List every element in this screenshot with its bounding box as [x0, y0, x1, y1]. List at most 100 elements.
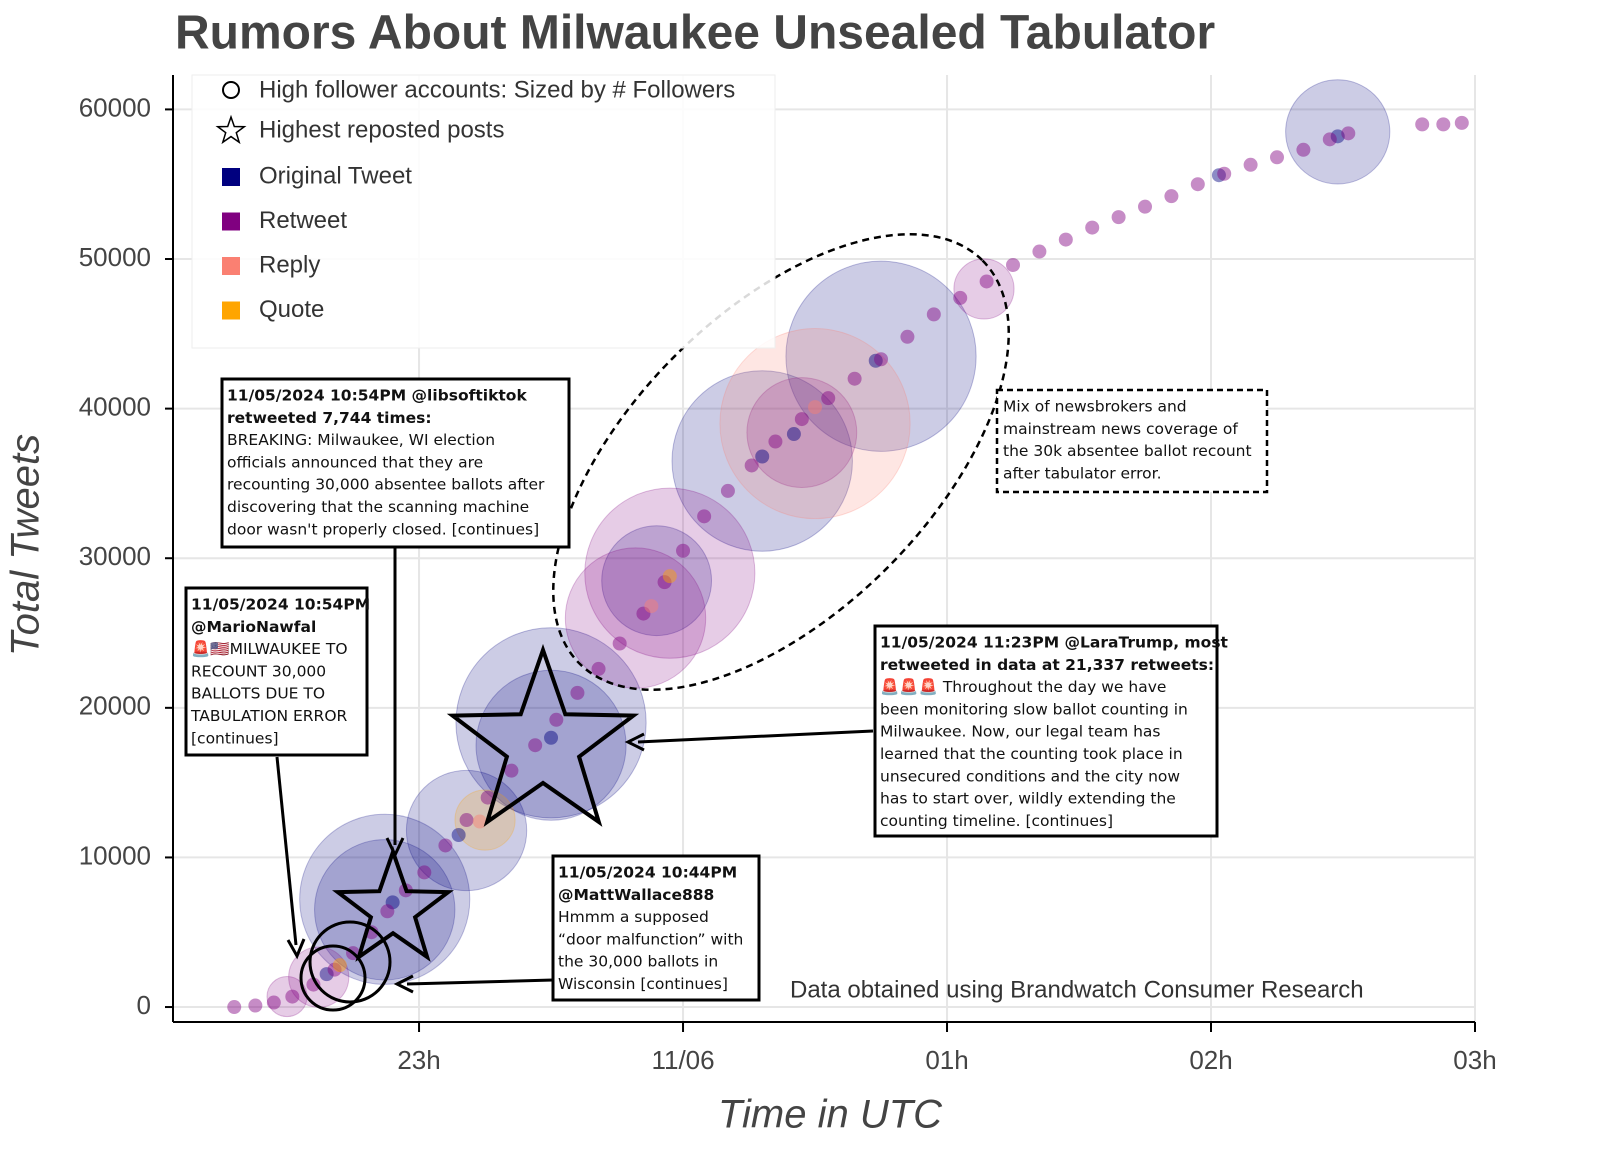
legend-label: Reply — [259, 251, 320, 278]
y-tick-label: 40000 — [79, 391, 151, 421]
point — [755, 449, 770, 464]
annotation-body: learned that the counting took place in — [880, 745, 1183, 763]
point — [380, 904, 395, 919]
annotation-body: Wisconsin [continues] — [558, 975, 728, 993]
point — [926, 307, 941, 322]
annotation-body: Milwaukee. Now, our legal team has — [880, 723, 1161, 741]
arrow — [406, 978, 554, 986]
legend-marker — [222, 81, 240, 99]
point — [900, 329, 915, 344]
y-axis-label: Total Tweets — [4, 434, 48, 656]
point — [808, 400, 823, 415]
annotation-box — [873, 624, 1219, 838]
point — [1454, 115, 1469, 130]
annotation-box — [220, 377, 571, 549]
bubble — [953, 258, 1015, 320]
arrow — [637, 729, 874, 744]
point — [385, 895, 400, 910]
point — [417, 865, 432, 880]
annotation-body: unsecured conditions and the city now — [880, 767, 1180, 785]
point — [248, 998, 263, 1013]
annotation-header: 11/05/2024 10:54PM — [191, 596, 370, 614]
bubble — [454, 789, 516, 851]
point — [332, 958, 347, 973]
point — [1164, 189, 1179, 204]
bubble — [405, 769, 528, 892]
point — [847, 371, 862, 386]
circle-marker — [299, 944, 367, 1012]
point — [227, 1000, 242, 1015]
point — [821, 391, 836, 406]
point — [612, 636, 627, 651]
point — [1436, 117, 1451, 132]
point — [697, 509, 712, 524]
annotation-body: TABULATION ERROR — [190, 707, 348, 725]
x-tick-label: 02h — [1189, 1045, 1232, 1075]
point — [266, 995, 281, 1010]
bubble — [601, 525, 713, 637]
annotation-header: retweeted in data at 21,337 retweets: — [880, 656, 1214, 674]
x-tick-label: 01h — [925, 1045, 968, 1075]
legend-label: Quote — [259, 296, 324, 323]
point — [319, 967, 334, 982]
note-text: mainstream news coverage of — [1003, 420, 1238, 438]
arrow-head — [393, 974, 414, 994]
y-tick-label: 50000 — [79, 242, 151, 272]
source-note: Data obtained using Brandwatch Consumer … — [790, 976, 1364, 1003]
legend-swatch — [222, 257, 240, 275]
overlay: 11/05/2024 10:54PM @libsoftiktok retweete… — [184, 233, 1269, 1012]
chart-title: Rumors About Milwaukee Unsealed Tabulato… — [175, 7, 1215, 60]
y-tick-label: 20000 — [79, 691, 151, 721]
point — [636, 606, 651, 621]
annotation-body: recounting 30,000 absentee ballots after — [227, 476, 545, 494]
point — [451, 827, 466, 842]
annotation-box — [551, 854, 761, 1002]
point — [868, 353, 883, 368]
circle-marker — [308, 920, 392, 1004]
note-text: Mix of newsbrokers and — [1003, 398, 1187, 416]
legend-swatch — [222, 168, 240, 186]
point — [1270, 150, 1285, 165]
bubble — [1285, 79, 1391, 185]
annotation-body: 🚨🚨🚨 Throughout the day we have — [880, 677, 1166, 696]
annotation-body: officials announced that they are — [227, 453, 483, 471]
annotation-body: been monitoring slow ballot counting in — [880, 700, 1188, 718]
point — [794, 412, 809, 427]
note-text: after tabulator error. — [1003, 464, 1162, 482]
y-tick-label: 10000 — [79, 840, 151, 870]
point — [549, 712, 564, 727]
legend-swatch — [222, 212, 240, 231]
x-tick-label: 11/06 — [651, 1045, 714, 1075]
annotation-body: has to start over, wildly extending the — [880, 790, 1176, 808]
y-tick-label: 30000 — [79, 541, 151, 571]
legend-label: Highest reposted posts — [259, 116, 504, 143]
annotation-header: retweeted 7,744 times: — [227, 409, 432, 427]
y-tick-label: 0 — [137, 990, 151, 1020]
bubble — [564, 547, 707, 689]
point — [657, 575, 672, 590]
legend-label: Original Tweet — [259, 162, 412, 189]
point — [285, 989, 300, 1004]
annotation-header: 11/05/2024 10:44PM — [558, 864, 737, 882]
point — [1243, 157, 1258, 172]
y-tick-label: 60000 — [79, 92, 151, 122]
point — [1322, 132, 1337, 147]
point — [662, 569, 677, 584]
annotation-header: @MarioNawfal — [191, 618, 316, 636]
point — [1217, 166, 1232, 181]
point — [306, 977, 321, 992]
legend-entries: High follower accounts: Sized by # Follo… — [215, 76, 735, 323]
point — [676, 543, 691, 558]
point — [1032, 244, 1047, 259]
point — [472, 814, 487, 829]
legend-marker — [215, 114, 247, 145]
annotation-body: [continues] — [191, 729, 279, 747]
annotation-header: 11/05/2024 10:54PM @libsoftiktok — [227, 387, 527, 405]
point — [786, 427, 801, 442]
point — [544, 730, 559, 745]
bubble — [719, 327, 911, 520]
annotation-header: 11/05/2024 11:23PM @LaraTrump, most — [880, 634, 1229, 652]
point — [504, 763, 519, 778]
point — [438, 838, 453, 853]
